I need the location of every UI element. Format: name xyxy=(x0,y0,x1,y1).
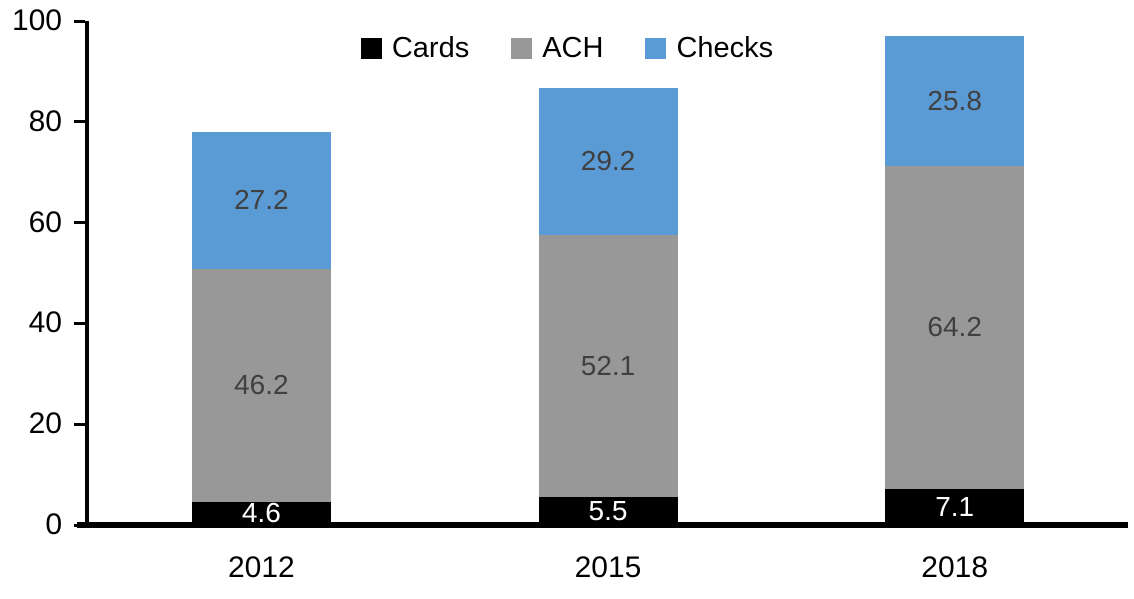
y-axis-tick-mark xyxy=(74,321,85,325)
x-axis-line xyxy=(77,522,1128,528)
legend-label-checks: Checks xyxy=(676,32,774,64)
bar-segment-checks-2012: 27.2 xyxy=(191,131,331,269)
y-axis-tick-label: 60 xyxy=(28,205,62,239)
bar-segment-checks-2018: 25.8 xyxy=(885,35,1025,166)
y-axis-tick-label: 0 xyxy=(45,508,62,541)
legend-item-cards: Cards xyxy=(360,32,470,64)
legend-label-cards: Cards xyxy=(391,32,470,64)
y-axis-tick-label: 80 xyxy=(28,104,62,138)
y-axis-tick-mark xyxy=(74,19,85,23)
data-label-checks-2018: 25.8 xyxy=(927,84,982,116)
legend-swatch-icon-checks xyxy=(645,37,667,59)
bar-segment-cards-2012: 4.6 xyxy=(191,497,331,529)
bar-segment-cards-2018: 7.1 xyxy=(885,489,1025,525)
y-axis-tick-mark xyxy=(74,221,85,225)
bar-segment-ach-2012: 46.2 xyxy=(191,268,331,502)
legend-item-ach: ACH xyxy=(511,32,603,64)
y-axis-tick-label: 40 xyxy=(28,306,62,340)
x-axis-category-label-2018: 2018 xyxy=(921,551,989,584)
legend-label-ach: ACH xyxy=(542,32,604,64)
x-axis-category-label-2012: 2012 xyxy=(227,551,295,584)
chart-legend: Cards ACH Checks xyxy=(0,32,1134,64)
y-axis-tick-mark xyxy=(74,120,85,124)
bar-segment-cards-2015: 5.5 xyxy=(538,495,678,527)
y-axis-tick-mark xyxy=(74,422,85,426)
data-label-ach-2012: 46.2 xyxy=(234,369,289,401)
bar-segment-ach-2015: 52.1 xyxy=(538,234,678,498)
y-axis-line xyxy=(85,21,89,525)
legend-swatch-icon-cards xyxy=(360,37,382,59)
data-label-ach-2018: 64.2 xyxy=(927,311,982,343)
bar-segment-checks-2015: 29.2 xyxy=(538,87,678,235)
data-label-cards-2015: 5.5 xyxy=(588,495,628,527)
y-axis-tick-label: 20 xyxy=(28,407,62,441)
legend-swatch-icon-ach xyxy=(511,37,533,59)
data-label-cards-2012: 4.6 xyxy=(241,497,281,529)
bar-segment-ach-2018: 64.2 xyxy=(885,165,1025,490)
legend-item-checks: Checks xyxy=(645,32,773,64)
data-label-ach-2015: 52.1 xyxy=(580,349,636,381)
data-label-checks-2015: 29.2 xyxy=(580,145,636,177)
x-axis-category-label-2015: 2015 xyxy=(574,551,642,584)
data-label-cards-2018: 7.1 xyxy=(935,491,975,523)
data-label-checks-2012: 27.2 xyxy=(234,184,289,216)
y-axis-tick-label: 100 xyxy=(11,4,62,37)
